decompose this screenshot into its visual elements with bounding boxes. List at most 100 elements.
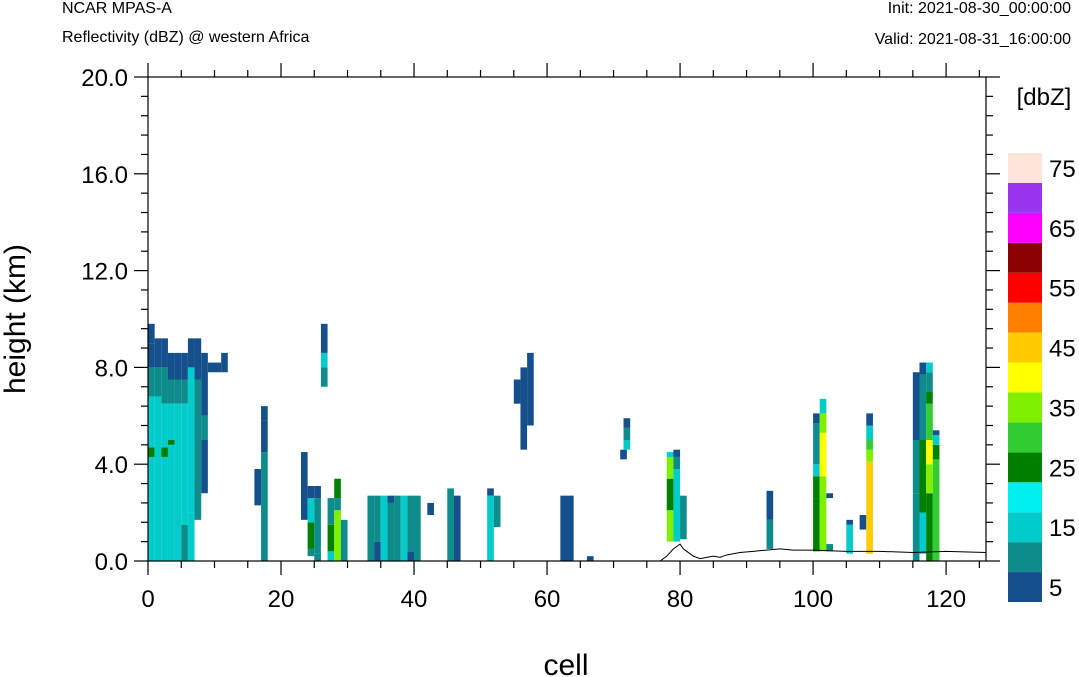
reflectivity-cell [912, 372, 920, 440]
reflectivity-cell [926, 372, 933, 392]
colorbar-label: 5 [1049, 575, 1062, 602]
reflectivity-cell [187, 338, 195, 368]
reflectivity-cell [161, 367, 168, 404]
x-tick-label: 120 [926, 586, 966, 613]
colorbar-swatch [1008, 272, 1042, 303]
reflectivity-cell [567, 495, 574, 561]
field-title: Reflectivity (dBZ) @ western Africa [62, 29, 310, 46]
reflectivity-cell [261, 406, 268, 421]
reflectivity-cell [932, 459, 940, 561]
reflectivity-cell [666, 452, 674, 457]
x-tick-label: 60 [534, 586, 561, 613]
reflectivity-cell [181, 403, 188, 525]
reflectivity-cell [380, 495, 388, 561]
reflectivity-cell [447, 488, 454, 561]
reflectivity-cell [819, 413, 827, 433]
colorbar-label: 55 [1049, 276, 1076, 303]
colorbar-swatch [1008, 572, 1042, 602]
reflectivity-cell [207, 362, 215, 373]
reflectivity-cell [666, 478, 674, 511]
reflectivity-cell [340, 519, 348, 561]
reflectivity-cell [161, 338, 168, 368]
reflectivity-cell [194, 469, 202, 520]
reflectivity-cell [846, 524, 853, 554]
reflectivity-cell [932, 435, 940, 445]
reflectivity-cell [620, 449, 627, 460]
colorbar-label: 45 [1049, 336, 1076, 363]
reflectivity-cell [201, 415, 208, 440]
reflectivity-cell [174, 379, 182, 404]
reflectivity-cell [320, 323, 328, 353]
reflectivity-cell [314, 553, 321, 561]
x-axis-label: cell [543, 649, 588, 677]
reflectivity-cell [201, 440, 208, 494]
plot-frame [147, 76, 987, 562]
reflectivity-cell [866, 440, 873, 450]
plot-area [148, 77, 986, 561]
reflectivity-cell [487, 488, 494, 496]
reflectivity-cell [680, 495, 687, 540]
colorbar-swatch [1008, 482, 1042, 513]
reflectivity-cell [314, 485, 321, 499]
x-tick-label: 100 [793, 586, 833, 613]
reflectivity-cell [932, 444, 940, 460]
reflectivity-cell [673, 449, 681, 457]
reflectivity-cell [766, 519, 774, 549]
x-tick-label: 80 [667, 586, 694, 613]
reflectivity-cell [819, 432, 827, 477]
reflectivity-cell [926, 391, 933, 404]
x-tick-label: 40 [401, 586, 428, 613]
colorbar-swatch [1008, 422, 1042, 453]
colorbar-label: 25 [1049, 455, 1076, 482]
reflectivity-cell [919, 362, 927, 375]
reflectivity-cell [912, 493, 920, 561]
colorbar-swatch [1008, 182, 1042, 213]
colorbar-swatch [1008, 212, 1042, 243]
reflectivity-cell [194, 379, 202, 470]
reflectivity-cell [623, 440, 631, 450]
reflectivity-cell [912, 440, 920, 494]
y-tick-label: 12.0 [81, 259, 128, 286]
reflectivity-cell [367, 495, 375, 561]
colorbar-label: 75 [1049, 156, 1076, 183]
colorbar-swatch [1008, 362, 1042, 393]
reflectivity-cell [527, 352, 534, 426]
reflectivity-cell [261, 420, 268, 453]
reflectivity-cell [181, 524, 188, 561]
model-title: NCAR MPAS-A [62, 0, 172, 17]
reflectivity-cell [161, 456, 168, 561]
x-tick-label: 0 [141, 586, 154, 613]
y-tick-label: 16.0 [81, 162, 128, 189]
y-tick-label: 4.0 [95, 452, 128, 479]
reflectivity-cell [926, 464, 933, 494]
reflectivity-cell [400, 495, 408, 561]
reflectivity-cell [520, 367, 528, 450]
reflectivity-cell [174, 403, 182, 561]
reflectivity-cell [320, 367, 328, 387]
reflectivity-cell [394, 495, 401, 561]
reflectivity-cell [181, 352, 188, 380]
reflectivity-cell [866, 461, 873, 554]
reflectivity-cell [926, 440, 933, 465]
reflectivity-cell [453, 495, 461, 561]
reflectivity-cell [181, 379, 188, 404]
reflectivity-cell [320, 352, 328, 368]
reflectivity-cell [866, 413, 873, 426]
reflectivity-cell [314, 498, 321, 554]
reflectivity-cell [513, 379, 521, 404]
colorbar-swatch [1008, 512, 1042, 543]
reflectivity-cell [194, 338, 202, 380]
reflectivity-cell [374, 495, 381, 542]
colorbar-swatch [1008, 452, 1042, 483]
reflectivity-cell [919, 512, 927, 554]
colorbar-swatch [1008, 153, 1042, 183]
colorbar-swatch [1008, 332, 1042, 363]
colorbar-label: 65 [1049, 216, 1076, 243]
reflectivity-cell [154, 367, 162, 397]
reflectivity-cell [813, 423, 820, 465]
reflectivity-cell [586, 556, 594, 561]
reflectivity-cell [813, 464, 820, 477]
reflectivity-cell [214, 362, 222, 373]
colorbar-swatch [1008, 392, 1042, 423]
colorbar-label: 15 [1049, 515, 1076, 542]
